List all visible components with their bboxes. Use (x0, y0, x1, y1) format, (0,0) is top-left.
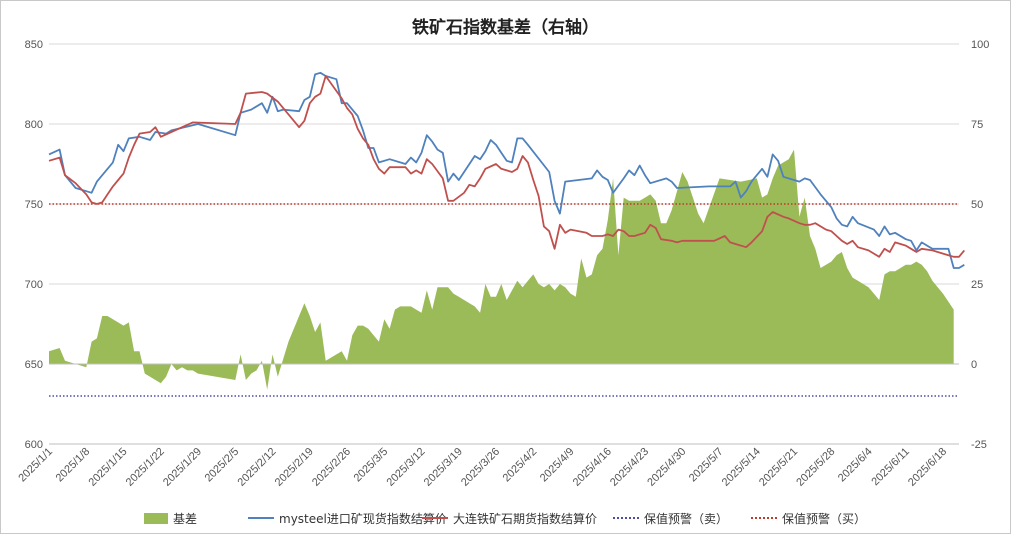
x-axis-tick-label: 2025/3/26 (459, 446, 502, 489)
left-axis-tick-label: 850 (25, 39, 43, 51)
basis-area (49, 149, 954, 390)
legend-swatch (422, 517, 448, 519)
legend-swatch (751, 517, 777, 519)
x-axis-tick-label: 2025/2/5 (203, 446, 242, 485)
legend: 基差 mysteel进口矿现货指数结算价 大连铁矿石期货指数结算价 保值预警（卖） 保值… (1, 509, 1010, 527)
right-axis-tick-label: 0 (971, 359, 977, 371)
legend-item: mysteel进口矿现货指数结算价 (248, 509, 447, 527)
x-axis-tick-label: 2025/5/14 (720, 446, 763, 489)
x-axis-tick-label: 2025/1/1 (16, 446, 55, 485)
right-axis-tick-label: 25 (971, 279, 983, 291)
legend-label: 基差 (173, 511, 198, 526)
legend-item: 保值预警（卖） (613, 509, 728, 527)
legend-item: 基差 (144, 509, 197, 527)
legend-label: 大连铁矿石期货指数结算价 (453, 511, 598, 526)
x-axis-tick-label: 2025/5/28 (794, 446, 837, 489)
right-axis-tick-label: 50 (971, 199, 983, 211)
x-axis-tick-label: 2025/1/15 (87, 446, 130, 489)
left-axis-tick-label: 700 (25, 279, 43, 291)
x-axis-tick-label: 2025/1/22 (124, 446, 167, 489)
chart-title: 铁矿石指数基差（右轴） (412, 18, 599, 38)
right-axis-tick-label: -25 (971, 439, 987, 451)
right-axis-tick-label: 75 (971, 119, 983, 131)
x-axis-tick-label: 2025/2/19 (273, 446, 316, 489)
x-axis-tick-label: 2025/4/30 (645, 446, 688, 489)
legend-swatch (144, 512, 168, 524)
x-axis-tick-label: 2025/3/12 (385, 446, 428, 489)
x-axis-tick-label: 2025/3/19 (422, 446, 465, 489)
x-axis-tick-label: 2025/4/23 (608, 446, 651, 489)
left-axis-tick-label: 600 (25, 439, 43, 451)
left-axis-tick-label: 650 (25, 359, 43, 371)
legend-swatch (613, 517, 639, 519)
mysteel-price-line (48, 71, 965, 269)
legend-label: 保值预警（卖） (644, 511, 729, 526)
legend-swatch (248, 517, 274, 519)
x-axis-tick-label: 2025/2/26 (310, 446, 353, 489)
legend-label: mysteel进口矿现货指数结算价 (279, 511, 447, 526)
x-axis-tick-label: 2025/1/29 (161, 446, 204, 489)
x-axis-tick-label: 2025/6/18 (906, 446, 949, 489)
chart-plot: 600650700750800850-2502550751002025/1/12… (16, 39, 989, 489)
x-axis-tick-label: 2025/6/4 (836, 446, 875, 485)
x-axis-tick-label: 2025/4/16 (571, 446, 614, 489)
left-axis-tick-label: 750 (25, 199, 43, 211)
x-axis-tick-label: 2025/6/11 (869, 446, 912, 489)
x-axis-tick-label: 2025/2/12 (236, 446, 279, 489)
legend-label: 保值预警（买） (782, 511, 867, 526)
x-axis-tick-label: 2025/5/21 (757, 446, 800, 489)
right-axis-tick-label: 100 (971, 39, 989, 51)
x-axis-tick-label: 2025/4/9 (538, 446, 577, 485)
legend-item: 大连铁矿石期货指数结算价 (422, 509, 597, 527)
x-axis-tick-label: 2025/1/8 (54, 446, 93, 485)
dalian-futures-line (48, 75, 965, 258)
x-axis-tick-label: 2025/5/7 (687, 446, 726, 485)
left-axis-tick-label: 800 (25, 119, 43, 131)
legend-item: 保值预警（买） (751, 509, 866, 527)
x-axis-tick-label: 2025/4/2 (501, 446, 540, 485)
x-axis-tick-label: 2025/3/5 (352, 446, 391, 485)
